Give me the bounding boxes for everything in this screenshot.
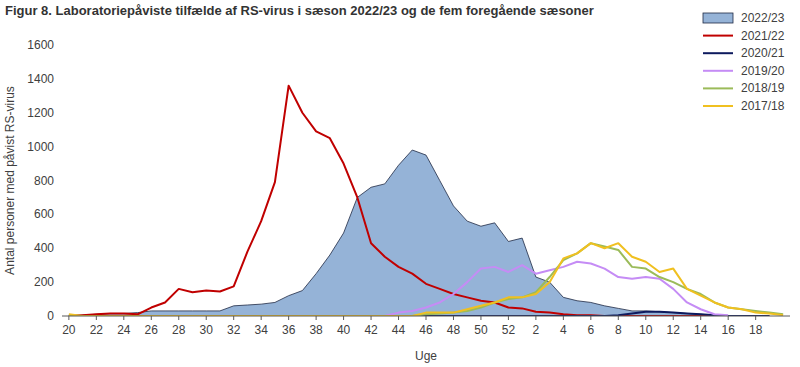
x-tick	[618, 316, 619, 320]
x-tick	[288, 316, 289, 320]
y-tick-label: 600	[34, 207, 54, 221]
x-tick	[590, 316, 591, 320]
x-tick-label: 8	[615, 323, 622, 337]
chart: Figur 8. Laboratoriepåviste tilfælde af …	[0, 0, 800, 367]
x-tick-label: 48	[447, 323, 461, 337]
x-tick-label: 12	[667, 323, 681, 337]
area-outline	[69, 150, 715, 315]
legend-label: 2017/18	[741, 99, 785, 113]
y-tick-label: 1400	[27, 72, 54, 86]
x-tick-label: 38	[309, 323, 323, 337]
x-tick-label: 32	[227, 323, 241, 337]
x-tick-label: 22	[90, 323, 104, 337]
legend-label: 2022/23	[741, 11, 785, 25]
x-tick-label: 28	[172, 323, 186, 337]
x-tick-label: 14	[694, 323, 708, 337]
y-tick	[59, 214, 62, 215]
legend-label: 2019/20	[741, 64, 785, 78]
x-tick-label: 4	[560, 323, 567, 337]
x-tick	[178, 316, 179, 320]
x-tick	[563, 316, 564, 320]
legend-swatch	[703, 13, 733, 23]
y-tick-label: 0	[47, 309, 54, 323]
x-tick	[673, 316, 674, 320]
x-tick	[645, 316, 646, 320]
y-tick-label: 400	[34, 241, 54, 255]
y-tick-label: 200	[34, 275, 54, 289]
x-tick	[343, 316, 344, 320]
legend-swatch	[703, 52, 733, 54]
x-tick-label: 18	[749, 323, 763, 337]
x-tick-label: 16	[722, 323, 736, 337]
legend-swatch	[703, 87, 733, 89]
legend-swatch	[703, 70, 733, 72]
y-tick	[59, 282, 62, 283]
x-tick	[398, 316, 399, 320]
legend-label: 2018/19	[741, 81, 785, 95]
x-tick-label: 20	[62, 323, 76, 337]
x-tick-label: 52	[502, 323, 516, 337]
x-tick	[728, 316, 729, 320]
y-axis-label: Antal personer med påvist RS-virus	[3, 86, 17, 275]
x-tick-label: 6	[587, 323, 594, 337]
x-tick-label: 10	[639, 323, 653, 337]
x-tick	[700, 316, 701, 320]
x-tick	[426, 316, 427, 320]
x-tick	[261, 316, 262, 320]
x-tick	[151, 316, 152, 320]
x-tick	[123, 316, 124, 320]
y-tick	[59, 180, 62, 181]
legend-swatch	[703, 105, 733, 107]
y-tick	[59, 45, 62, 46]
x-axis-label: Uge	[415, 349, 437, 363]
x-tick	[755, 316, 756, 320]
title: Figur 8. Laboratoriepåviste tilfælde af …	[5, 3, 594, 18]
x-tick-label: 36	[282, 323, 296, 337]
x-tick	[508, 316, 509, 320]
y-tick-label: 800	[34, 174, 54, 188]
y-tick	[59, 248, 62, 249]
y-tick	[59, 316, 62, 317]
legend-swatch	[703, 35, 733, 37]
x-tick	[68, 316, 69, 320]
line	[69, 86, 770, 316]
legend-label: 2020/21	[741, 46, 785, 60]
line	[69, 243, 783, 316]
line	[69, 243, 783, 316]
x-tick-label: 40	[337, 323, 351, 337]
x-tick	[316, 316, 317, 320]
x-tick-label: 44	[392, 323, 406, 337]
x-tick-label: 50	[474, 323, 488, 337]
x-tick-label: 34	[254, 323, 268, 337]
x-tick	[233, 316, 234, 320]
x-tick	[371, 316, 372, 320]
x-tick-label: 24	[117, 323, 131, 337]
x-tick-label: 30	[200, 323, 214, 337]
y-tick	[59, 112, 62, 113]
y-tick	[59, 146, 62, 147]
legend-label: 2021/22	[741, 29, 785, 43]
plot-data	[69, 86, 783, 316]
y-tick-label: 1600	[27, 38, 54, 52]
area	[69, 150, 715, 316]
x-tick	[453, 316, 454, 320]
x-tick	[535, 316, 536, 320]
x-tick	[96, 316, 97, 320]
y-tick	[59, 78, 62, 79]
x-tick-label: 46	[419, 323, 433, 337]
x-tick-label: 42	[364, 323, 378, 337]
x-tick-label: 26	[145, 323, 159, 337]
y-tick-label: 1200	[27, 106, 54, 120]
x-tick	[206, 316, 207, 320]
x-tick	[480, 316, 481, 320]
y-tick-label: 1000	[27, 140, 54, 154]
x-tick-label: 2	[533, 323, 540, 337]
line	[69, 262, 728, 316]
